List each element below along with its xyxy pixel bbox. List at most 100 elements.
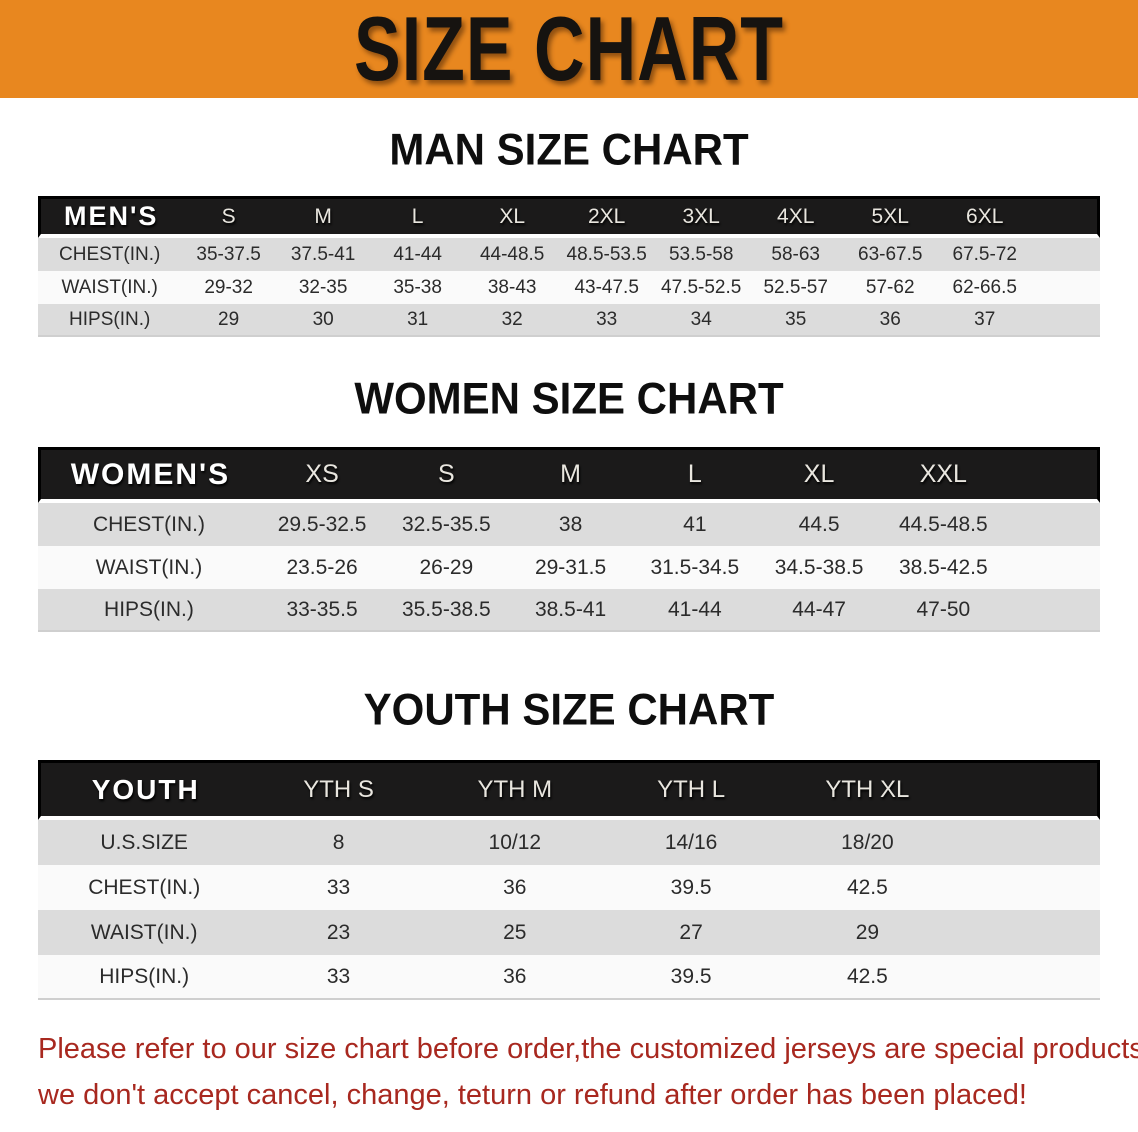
value-cell: 62-66.5 bbox=[937, 271, 1032, 304]
women-size-section: WOMEN SIZE CHART WOMEN'S XS S M L XL XXL CHEST… bbox=[0, 373, 1138, 632]
value-cell: 39.5 bbox=[602, 955, 780, 1000]
value-cell: 33 bbox=[559, 304, 654, 337]
spacer-cell bbox=[1032, 304, 1100, 337]
value-cell: 23 bbox=[250, 910, 427, 955]
spacer-cell bbox=[1005, 589, 1100, 632]
value-cell: 63-67.5 bbox=[842, 238, 938, 271]
size-header-cell: YTH M bbox=[426, 760, 603, 820]
size-header-cell: XL bbox=[464, 196, 560, 238]
value-cell: 18/20 bbox=[779, 820, 956, 865]
size-header-cell: S bbox=[181, 196, 276, 238]
value-cell: 8 bbox=[250, 820, 427, 865]
value-cell: 32-35 bbox=[275, 271, 371, 304]
value-cell: 36 bbox=[426, 955, 603, 1000]
value-cell: 43-47.5 bbox=[559, 271, 654, 304]
value-cell: 35.5-38.5 bbox=[384, 589, 509, 632]
row-label-cell: HIPS(IN.) bbox=[38, 589, 260, 632]
value-cell: 38-43 bbox=[464, 271, 560, 304]
row-label-cell: CHEST(IN.) bbox=[38, 865, 251, 910]
value-cell: 10/12 bbox=[426, 820, 603, 865]
row-label-cell: HIPS(IN.) bbox=[38, 304, 182, 337]
value-cell: 33 bbox=[250, 865, 427, 910]
value-cell: 14/16 bbox=[602, 820, 780, 865]
table-row: U.S.SIZE 8 10/12 14/16 18/20 bbox=[38, 820, 1100, 865]
men-size-table: MEN'S S M L XL 2XL 3XL 4XL 5XL 6XL CHEST(IN.) 35-3… bbox=[38, 196, 1100, 337]
men-size-section: MAN SIZE CHART MEN'S S M L XL 2XL 3XL 4XL 5XL 6XL… bbox=[0, 124, 1138, 337]
value-cell: 29-32 bbox=[181, 271, 276, 304]
spacer-cell bbox=[1032, 238, 1100, 271]
size-header-cell: L bbox=[370, 196, 465, 238]
value-cell: 31 bbox=[370, 304, 465, 337]
value-cell: 48.5-53.5 bbox=[559, 238, 654, 271]
spacer-cell bbox=[1005, 503, 1100, 546]
table-row: HIPS(IN.) 29 30 31 32 33 34 35 36 37 bbox=[38, 304, 1100, 337]
table-row: WAIST(IN.) 29-32 32-35 35-38 38-43 43-47.5 47.… bbox=[38, 271, 1100, 304]
size-header-cell: S bbox=[384, 447, 509, 503]
table-row: WAIST(IN.) 23.5-26 26-29 29-31.5 31.5-34.5 34… bbox=[38, 546, 1100, 589]
category-header-cell: YOUTH bbox=[38, 760, 251, 820]
value-cell: 33 bbox=[250, 955, 427, 1000]
value-cell: 41-44 bbox=[632, 589, 757, 632]
value-cell: 42.5 bbox=[779, 865, 956, 910]
size-header-cell: YTH L bbox=[602, 760, 780, 820]
value-cell: 27 bbox=[602, 910, 780, 955]
size-header-cell: YTH S bbox=[250, 760, 427, 820]
spacer-cell bbox=[955, 910, 1100, 955]
value-cell: 35-38 bbox=[370, 271, 465, 304]
value-cell: 35 bbox=[748, 304, 843, 337]
size-header-cell: M bbox=[275, 196, 371, 238]
table-row: CHEST(IN.) 33 36 39.5 42.5 bbox=[38, 865, 1100, 910]
value-cell: 44.5-48.5 bbox=[881, 503, 1006, 546]
spacer-cell bbox=[955, 955, 1100, 1000]
size-header-cell: 2XL bbox=[559, 196, 654, 238]
value-cell: 52.5-57 bbox=[748, 271, 843, 304]
header-row: MEN'S S M L XL 2XL 3XL 4XL 5XL 6XL bbox=[38, 196, 1100, 238]
disclaimer: Please refer to our size chart before or… bbox=[38, 1026, 1138, 1118]
spacer-cell bbox=[955, 865, 1100, 910]
spacer-cell bbox=[1032, 271, 1100, 304]
size-header-cell: M bbox=[508, 447, 633, 503]
value-cell: 38.5-41 bbox=[508, 589, 633, 632]
table-row: WAIST(IN.) 23 25 27 29 bbox=[38, 910, 1100, 955]
value-cell: 29 bbox=[181, 304, 276, 337]
category-header-cell: MEN'S bbox=[38, 196, 182, 238]
value-cell: 36 bbox=[842, 304, 938, 337]
row-label-cell: U.S.SIZE bbox=[38, 820, 251, 865]
value-cell: 30 bbox=[275, 304, 371, 337]
value-cell: 33-35.5 bbox=[259, 589, 385, 632]
value-cell: 47-50 bbox=[881, 589, 1006, 632]
table-row: CHEST(IN.) 29.5-32.5 32.5-35.5 38 41 44.5 44.5… bbox=[38, 503, 1100, 546]
value-cell: 29-31.5 bbox=[508, 546, 633, 589]
row-label-cell: HIPS(IN.) bbox=[38, 955, 251, 1000]
value-cell: 32.5-35.5 bbox=[384, 503, 509, 546]
value-cell: 57-62 bbox=[842, 271, 938, 304]
value-cell: 35-37.5 bbox=[181, 238, 276, 271]
value-cell: 44-47 bbox=[756, 589, 882, 632]
value-cell: 29.5-32.5 bbox=[259, 503, 385, 546]
youth-size-table: YOUTH YTH S YTH M YTH L YTH XL U.S.SIZE 8 10/1… bbox=[38, 760, 1100, 1000]
category-header-cell: WOMEN'S bbox=[38, 447, 260, 503]
value-cell: 23.5-26 bbox=[259, 546, 385, 589]
size-header-cell: 5XL bbox=[842, 196, 938, 238]
table-row: CHEST(IN.) 35-37.5 37.5-41 41-44 44-48.5 48.5… bbox=[38, 238, 1100, 271]
value-cell: 38 bbox=[508, 503, 633, 546]
spacer-cell bbox=[1005, 447, 1100, 503]
value-cell: 58-63 bbox=[748, 238, 843, 271]
size-header-cell: XS bbox=[259, 447, 385, 503]
size-header-cell: L bbox=[632, 447, 757, 503]
size-header-cell: 3XL bbox=[653, 196, 749, 238]
size-header-cell: YTH XL bbox=[779, 760, 956, 820]
value-cell: 37 bbox=[937, 304, 1032, 337]
women-chart-heading: WOMEN SIZE CHART bbox=[354, 373, 784, 424]
value-cell: 44-48.5 bbox=[464, 238, 560, 271]
value-cell: 37.5-41 bbox=[275, 238, 371, 271]
size-header-cell: XL bbox=[756, 447, 882, 503]
value-cell: 38.5-42.5 bbox=[881, 546, 1006, 589]
value-cell: 53.5-58 bbox=[653, 238, 749, 271]
value-cell: 31.5-34.5 bbox=[632, 546, 757, 589]
value-cell: 41-44 bbox=[370, 238, 465, 271]
row-label-cell: CHEST(IN.) bbox=[38, 503, 260, 546]
value-cell: 39.5 bbox=[602, 865, 780, 910]
row-label-cell: WAIST(IN.) bbox=[38, 910, 251, 955]
value-cell: 67.5-72 bbox=[937, 238, 1032, 271]
